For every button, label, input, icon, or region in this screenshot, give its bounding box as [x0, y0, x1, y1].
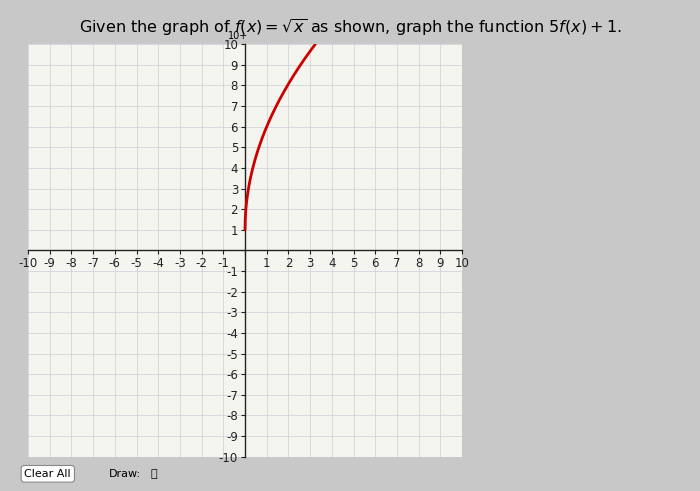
Text: ✋: ✋	[150, 469, 157, 479]
Text: Clear All: Clear All	[25, 469, 71, 479]
Text: Draw:: Draw:	[108, 469, 141, 479]
Text: 10+: 10+	[228, 31, 248, 41]
Text: Given the graph of $f(x) = \sqrt{x}$ as shown, graph the function $5f(x) + 1$.: Given the graph of $f(x) = \sqrt{x}$ as …	[78, 17, 622, 38]
